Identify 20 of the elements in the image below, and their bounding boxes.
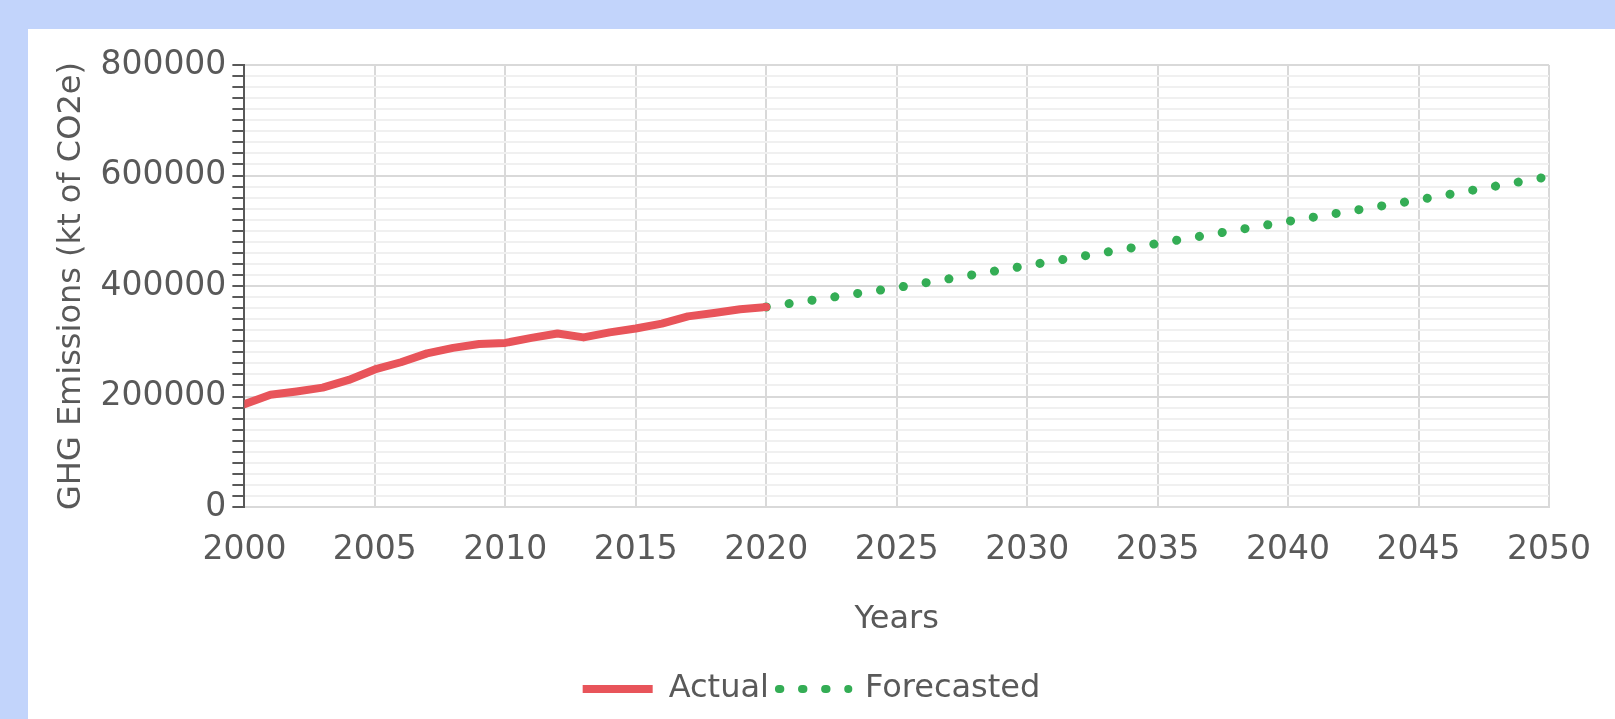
x-tick-label: 2005 (332, 528, 417, 568)
x-tick-label: 2025 (854, 528, 939, 568)
y-axis-title: GHG Emissions (kt of CO2e) (49, 62, 88, 510)
legend-label: Forecasted (864, 667, 1041, 706)
x-tick-label: 2030 (985, 528, 1070, 568)
x-tick-label: 2045 (1376, 528, 1461, 568)
y-tick-label: 200000 (100, 374, 227, 414)
legend-label: Actual (668, 667, 769, 706)
x-tick-label: 2000 (202, 528, 287, 568)
y-tick-label: 800000 (100, 42, 227, 82)
x-tick-label: 2015 (593, 528, 678, 568)
y-tick-label: 600000 (100, 153, 227, 193)
x-tick-label: 2040 (1246, 528, 1331, 568)
x-tick-label: 2010 (463, 528, 548, 568)
x-tick-label: 2050 (1507, 528, 1591, 568)
x-axis-title: Years (853, 598, 939, 637)
x-tick-label: 2035 (1115, 528, 1200, 568)
y-tick-label: 400000 (100, 263, 227, 303)
y-tick-label: 0 (205, 484, 227, 524)
x-tick-label: 2020 (724, 528, 809, 568)
